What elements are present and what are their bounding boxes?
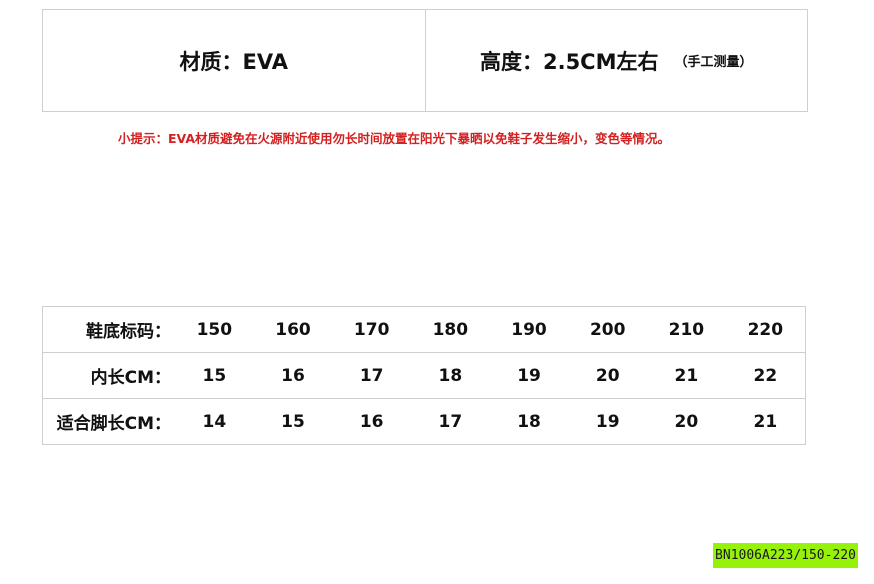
table-cell: 15 [253,398,333,445]
table-cell: 15 [175,352,254,399]
table-cell: 21 [647,352,726,399]
height-note: （手工测量） [674,55,753,70]
table-cell: 17 [411,398,490,445]
table-cell: 19 [568,398,648,445]
table-cell: 20 [568,352,648,399]
table-cell: 16 [332,398,412,445]
care-tip: 小提示：EVA材质避免在火源附近使用勿长时间放置在阳光下暴晒以免鞋子发生缩小，变… [118,131,671,146]
table-cell: 200 [589,319,626,340]
table-cell: 20 [647,398,726,445]
row-label: 鞋底标码： [86,322,171,342]
table-row: 鞋底标码： 150 160 170 180 190 200 210 220 [43,307,806,353]
table-row: 内长CM： 15 16 17 18 19 20 21 22 [42,352,806,399]
height-spec: 高度：2.5CM左右 （手工测量） [424,10,808,111]
table-cell: 190 [511,319,547,340]
table-cell: 22 [725,352,806,399]
table-cell: 220 [747,319,784,340]
table-cell: 18 [411,352,490,399]
table-cell: 170 [353,319,390,340]
height-text: 高度：2.5CM左右 [479,49,659,74]
table-cell: 17 [332,352,412,399]
table-cell: 19 [489,352,569,399]
table-cell: 160 [275,319,311,340]
row-label: 内长CM： [42,352,175,399]
product-code-badge: BN1006A223/150-220 [713,543,858,568]
material-text: 材质：EVA [179,49,288,74]
table-cell: 21 [725,398,806,445]
spec-box: 材质：EVA 高度：2.5CM左右 （手工测量） [42,9,808,112]
table-cell: 18 [489,398,569,445]
table-row: 适合脚长CM： 14 15 16 17 18 19 20 21 [42,398,806,445]
table-cell: 14 [175,398,254,445]
material-spec: 材质：EVA [43,10,425,111]
table-cell: 150 [196,319,233,340]
table-cell: 180 [432,319,469,340]
row-label: 适合脚长CM： [42,398,175,445]
table-cell: 210 [668,319,705,340]
table-cell: 16 [253,352,333,399]
size-table: 鞋底标码： 150 160 170 180 190 200 210 220 内长CM： 15 16 17… [42,306,806,445]
